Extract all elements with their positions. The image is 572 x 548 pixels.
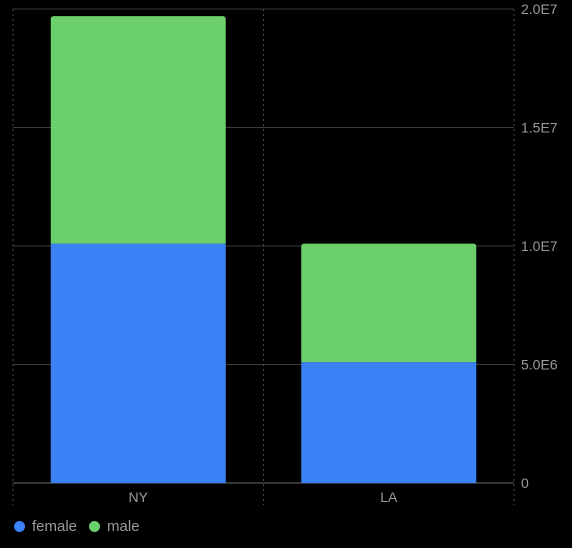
legend-item-male: male: [89, 518, 140, 535]
legend-swatch-male: [89, 521, 101, 532]
bar-female-LA: [301, 362, 477, 483]
x-tick-label-NY: NY: [129, 489, 149, 505]
y-tick-label-0: 0: [521, 475, 529, 491]
y-tick-label-1: 5.0E6: [521, 357, 558, 373]
bar-female-NY: [50, 243, 226, 483]
bar-male-NY: [50, 16, 226, 244]
legend-label-female: female: [32, 518, 78, 535]
legend-label-male: male: [107, 518, 140, 535]
x-tick-label-LA: LA: [380, 489, 398, 505]
legend-swatch-female: [14, 521, 25, 532]
legend-item-female: female: [14, 518, 77, 535]
legend: female male: [14, 518, 152, 535]
y-tick-label-2: 1.0E7: [521, 238, 558, 254]
bar-male-LA: [301, 243, 477, 363]
y-tick-label-4: 2.0E7: [521, 1, 558, 17]
y-tick-label-3: 1.5E7: [521, 120, 558, 136]
